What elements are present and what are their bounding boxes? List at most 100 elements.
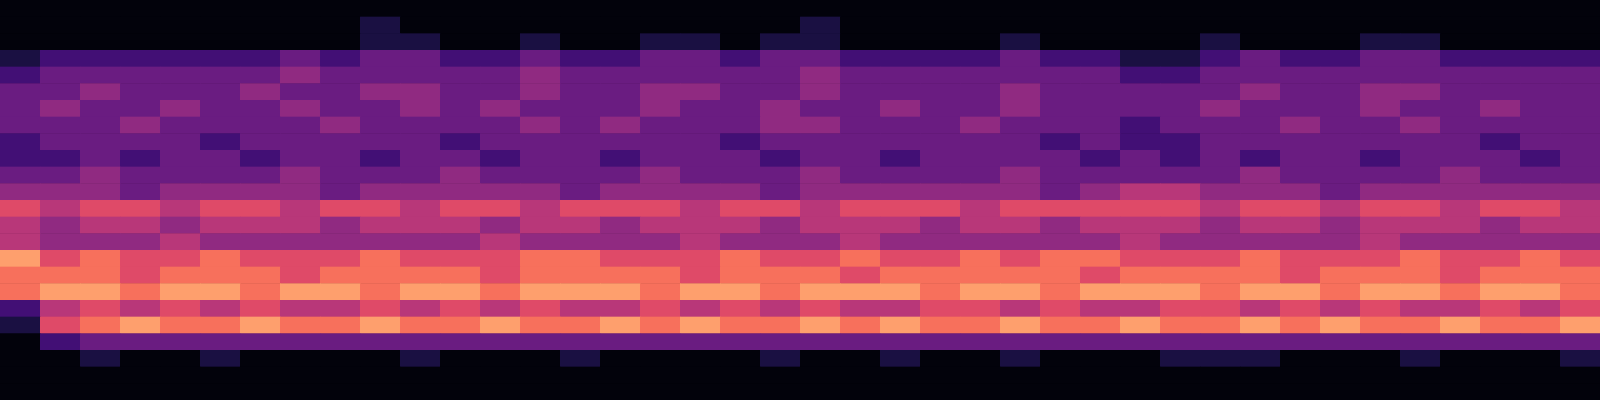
cell bbox=[280, 383, 321, 400]
cell bbox=[80, 333, 121, 350]
cell bbox=[1200, 350, 1241, 367]
cell bbox=[1280, 333, 1321, 350]
cell bbox=[440, 317, 481, 334]
cell bbox=[1320, 33, 1361, 50]
cell bbox=[480, 117, 521, 134]
cell bbox=[200, 250, 241, 267]
cell bbox=[960, 367, 1001, 384]
cell bbox=[1480, 267, 1521, 284]
cell bbox=[1480, 17, 1521, 34]
cell bbox=[40, 67, 81, 84]
cell bbox=[640, 267, 681, 284]
cell bbox=[400, 367, 441, 384]
cell bbox=[320, 183, 361, 200]
cell bbox=[1400, 167, 1441, 184]
cell bbox=[800, 317, 841, 334]
cell bbox=[40, 183, 81, 200]
cell bbox=[1160, 267, 1201, 284]
cell bbox=[1520, 317, 1561, 334]
cell bbox=[240, 50, 281, 67]
cell bbox=[440, 33, 481, 50]
cell bbox=[1560, 317, 1600, 334]
cell bbox=[200, 50, 241, 67]
cell bbox=[1360, 267, 1401, 284]
cell bbox=[880, 383, 921, 400]
cell bbox=[1120, 367, 1161, 384]
cell bbox=[1120, 300, 1161, 317]
cell bbox=[480, 67, 521, 84]
cell bbox=[1560, 150, 1600, 167]
cell bbox=[800, 150, 841, 167]
cell bbox=[560, 17, 601, 34]
cell bbox=[440, 167, 481, 184]
cell bbox=[1040, 150, 1081, 167]
cell bbox=[440, 350, 481, 367]
cell bbox=[400, 233, 441, 250]
cell bbox=[600, 133, 641, 150]
cell bbox=[440, 50, 481, 67]
cell bbox=[40, 167, 81, 184]
cell bbox=[120, 317, 161, 334]
cell bbox=[1120, 150, 1161, 167]
cell bbox=[720, 300, 761, 317]
cell bbox=[40, 317, 81, 334]
cell bbox=[640, 350, 681, 367]
cell bbox=[1280, 0, 1321, 17]
cell bbox=[1200, 233, 1241, 250]
cell bbox=[720, 133, 761, 150]
cell bbox=[1560, 83, 1600, 100]
cell bbox=[360, 33, 401, 50]
cell bbox=[720, 383, 761, 400]
cell bbox=[1040, 167, 1081, 184]
cell bbox=[520, 217, 561, 234]
cell bbox=[0, 133, 41, 150]
cell bbox=[1440, 133, 1481, 150]
cell bbox=[880, 350, 921, 367]
cell bbox=[800, 283, 841, 300]
cell bbox=[280, 0, 321, 17]
cell bbox=[840, 67, 881, 84]
cell bbox=[1040, 267, 1081, 284]
cell bbox=[80, 250, 121, 267]
cell bbox=[680, 350, 721, 367]
cell bbox=[760, 233, 801, 250]
cell bbox=[1280, 200, 1321, 217]
cell bbox=[1160, 67, 1201, 84]
cell bbox=[1360, 333, 1401, 350]
cell bbox=[1120, 33, 1161, 50]
cell bbox=[800, 217, 841, 234]
cell bbox=[440, 300, 481, 317]
cell bbox=[1240, 150, 1281, 167]
cell bbox=[1200, 333, 1241, 350]
cell bbox=[160, 0, 201, 17]
cell bbox=[840, 250, 881, 267]
cell bbox=[1320, 50, 1361, 67]
cell bbox=[1200, 50, 1241, 67]
cell bbox=[680, 367, 721, 384]
cell bbox=[120, 100, 161, 117]
cell bbox=[40, 100, 81, 117]
cell bbox=[1160, 217, 1201, 234]
cell bbox=[1080, 350, 1121, 367]
cell bbox=[1560, 350, 1600, 367]
cell bbox=[1040, 100, 1081, 117]
cell bbox=[1400, 117, 1441, 134]
cell bbox=[1480, 350, 1521, 367]
cell bbox=[1200, 167, 1241, 184]
cell bbox=[1240, 367, 1281, 384]
cell bbox=[1080, 367, 1121, 384]
cell bbox=[480, 17, 521, 34]
cell bbox=[1080, 200, 1121, 217]
cell bbox=[200, 200, 241, 217]
cell bbox=[600, 233, 641, 250]
cell bbox=[920, 383, 961, 400]
cell bbox=[1480, 250, 1521, 267]
cell bbox=[320, 217, 361, 234]
cell bbox=[560, 167, 601, 184]
cell bbox=[440, 333, 481, 350]
cell bbox=[680, 150, 721, 167]
cell bbox=[1520, 0, 1561, 17]
cell bbox=[1200, 33, 1241, 50]
cell bbox=[640, 133, 681, 150]
cell bbox=[400, 33, 441, 50]
